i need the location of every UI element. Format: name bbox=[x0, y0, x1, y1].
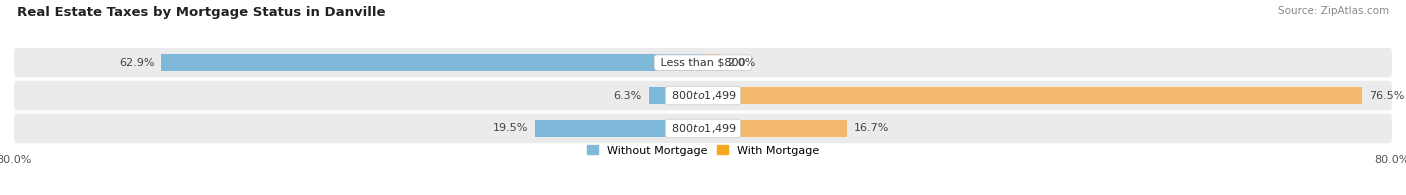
Text: Less than $800: Less than $800 bbox=[657, 58, 749, 68]
FancyBboxPatch shape bbox=[14, 114, 1392, 143]
Text: Real Estate Taxes by Mortgage Status in Danville: Real Estate Taxes by Mortgage Status in … bbox=[17, 6, 385, 19]
Text: 2.0%: 2.0% bbox=[727, 58, 755, 68]
Bar bbox=[703, 87, 1362, 104]
Text: $800 to $1,499: $800 to $1,499 bbox=[668, 122, 738, 135]
Legend: Without Mortgage, With Mortgage: Without Mortgage, With Mortgage bbox=[588, 145, 818, 156]
Text: 6.3%: 6.3% bbox=[613, 90, 643, 101]
Bar bbox=[162, 54, 703, 71]
Bar bbox=[536, 120, 703, 137]
FancyBboxPatch shape bbox=[14, 48, 1392, 77]
Text: 19.5%: 19.5% bbox=[494, 123, 529, 133]
Text: 62.9%: 62.9% bbox=[120, 58, 155, 68]
Bar bbox=[703, 54, 720, 71]
Text: Source: ZipAtlas.com: Source: ZipAtlas.com bbox=[1278, 6, 1389, 16]
Text: 16.7%: 16.7% bbox=[853, 123, 889, 133]
Bar bbox=[648, 87, 703, 104]
FancyBboxPatch shape bbox=[14, 81, 1392, 110]
Text: $800 to $1,499: $800 to $1,499 bbox=[668, 89, 738, 102]
Text: 76.5%: 76.5% bbox=[1368, 90, 1405, 101]
Bar bbox=[703, 120, 846, 137]
